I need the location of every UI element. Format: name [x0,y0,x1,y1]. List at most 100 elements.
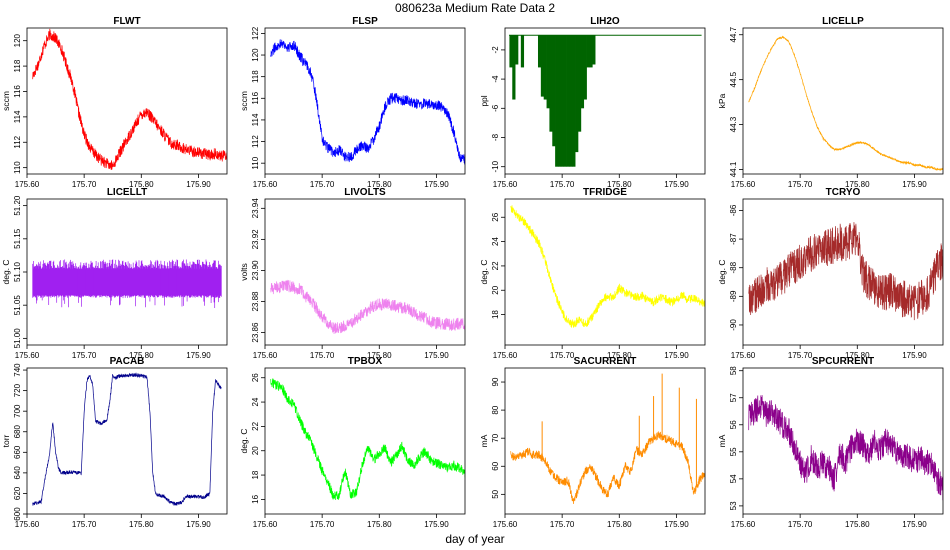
y-axis-label-tcryo: deg. C [717,259,727,284]
x-tick-label-flsp: 175.70 [310,180,335,189]
y-axis-label-pacab: torr [1,434,11,447]
y-tick-label-licellp: 44.7 [729,26,738,42]
panel-title-spcurrent: SPCURRENT [812,356,874,367]
bar-lih2o [586,35,590,68]
series-spcurrent [748,395,943,501]
y-tick-label-licellt: 51.20 [13,195,22,216]
bar-lih2o [540,35,545,97]
y-tick-label-flsp: 110 [251,156,260,169]
y-tick-label-lih2o: -6 [491,104,500,112]
plot-frame-tfridge [504,198,706,346]
y-tick-label-tpbox: 18 [251,470,260,479]
x-tick-label-flwt: 175.70 [72,180,97,189]
bar-lih2o [569,35,573,167]
panel-spcurrent: SPCURRENT mA 175.60 175.70 175.80 175.90 53 54 5… [717,356,944,529]
x-tick-label-tpbox: 175.80 [367,520,392,529]
panel-pacab: PACAB torr 175.60 175.70 175.80 175.90 600 620 6… [1,356,228,529]
x-tick-label-lih2o: 175.80 [607,180,632,189]
x-tick-label-livolts: 175.70 [310,351,335,360]
panel-title-tpbox: TPBOX [348,356,383,367]
bar-lih2o [509,35,513,68]
y-axis-label-flsp: sccm [239,91,249,111]
series-licellt [32,259,222,308]
panel-title-flwt: FLWT [113,16,140,27]
y-tick-label-flwt: 116 [13,85,22,98]
plot-frame-licellp [742,27,944,175]
x-tick-label-licellp: 175.60 [731,180,756,189]
panel-sacurrent: SACURRENT mA 175.60 175.70 175.80 175.90 50 60 7… [479,356,706,529]
y-tick-label-flwt: 114 [13,110,22,123]
y-axis-label-licellt: deg. C [1,259,11,284]
y-tick-label-tpbox: 24 [251,397,260,406]
y-tick-label-pacab: 660 [13,445,22,459]
y-axis-label-tfridge: deg. C [479,259,489,284]
panel-title-lih2o: LIH2O [590,16,620,27]
y-tick-label-licellp: 44.3 [729,116,738,132]
y-tick-label-spcurrent: 55 [729,447,738,456]
y-tick-label-spcurrent: 54 [729,474,738,483]
y-axis-label-licellp: kPa [717,93,727,108]
y-tick-label-tcryo: -90 [729,319,738,331]
y-tick-label-licellt: 51.15 [13,228,22,249]
y-axis-label-tpbox: deg. C [239,428,249,453]
y-tick-label-licellt: 51.05 [13,295,22,316]
y-tick-label-flsp: 112 [251,135,260,148]
bar-lih2o [549,35,553,132]
panel-tfridge: TFRIDGE deg. C 175.60 175.70 175.80 175.90 18 2… [479,187,706,360]
y-tick-label-flwt: 118 [13,59,22,72]
series-tpbox [270,378,465,501]
x-tick-label-flwt: 175.80 [129,180,154,189]
x-tick-label-licellt: 175.60 [15,351,40,360]
x-tick-label-lih2o: 175.70 [550,180,575,189]
panel-grid: FLWT sccm 175.60 175.70 175.80 175.90 110 112 11… [1,16,944,529]
x-tick-label-livolts: 175.90 [424,351,449,360]
y-axis-label-lih2o: ppl [479,95,489,106]
x-tick-label-licellp: 175.90 [902,180,927,189]
x-tick-label-lih2o: 175.90 [664,180,689,189]
x-tick-label-spcurrent: 175.70 [788,520,813,529]
y-tick-label-flwt: 112 [13,135,22,148]
series-livolts [270,279,465,334]
y-tick-label-pacab: 620 [13,486,22,500]
x-tick-label-sacurrent: 175.70 [550,520,575,529]
plot-frame-tcryo [742,198,944,346]
series-licellp [748,35,943,172]
y-tick-label-licellp: 44.5 [729,71,738,87]
x-tick-label-pacab: 175.80 [129,520,154,529]
bar-lih2o [557,35,562,167]
panel-title-tfridge: TFRIDGE [583,187,627,198]
y-tick-label-tfridge: 18 [491,310,500,319]
x-tick-label-pacab: 175.90 [186,520,211,529]
y-tick-label-flsp: 116 [251,91,260,104]
y-tick-label-spcurrent: 57 [729,393,738,402]
series-line-spcurrent [748,395,943,501]
series-sacurrent [510,373,705,504]
series-line-tpbox [270,378,465,501]
y-tick-label-tcryo: -88 [729,261,738,273]
x-tick-label-livolts: 175.80 [367,351,392,360]
series-lih2o [509,34,702,167]
bar-lih2o [555,35,559,167]
plot-frame-lih2o [504,27,706,175]
bar-lih2o [520,35,525,68]
series-line-licellt [32,259,222,308]
series-pacab [32,372,222,506]
y-tick-label-tpbox: 20 [251,446,260,455]
panel-tcryo: TCRYO deg. C 175.60 175.70 175.80 175.90 -86 -8… [717,187,944,360]
bar-lih2o [583,35,587,100]
y-tick-label-spcurrent: 56 [729,420,738,429]
y-tick-label-licellt: 51.00 [13,328,22,349]
bar-lih2o [589,35,593,68]
y-tick-label-tcryo: -89 [729,290,738,302]
y-tick-label-flsp: 120 [251,48,260,62]
plot-frame-tpbox [264,367,466,515]
figure-x-axis-label: day of year [445,532,504,546]
series-flwt [32,28,227,170]
panel-livolts: LIVOLTS volts 175.60 175.70 175.80 175.90 23.8… [239,187,466,360]
y-tick-label-livolts: 23.94 [251,198,260,219]
x-tick-label-spcurrent: 175.60 [731,520,756,529]
x-tick-label-licellp: 175.70 [788,180,813,189]
y-tick-label-livolts: 23.88 [251,291,260,312]
x-tick-label-sacurrent: 175.80 [607,520,632,529]
x-tick-label-tcryo: 175.80 [845,351,870,360]
